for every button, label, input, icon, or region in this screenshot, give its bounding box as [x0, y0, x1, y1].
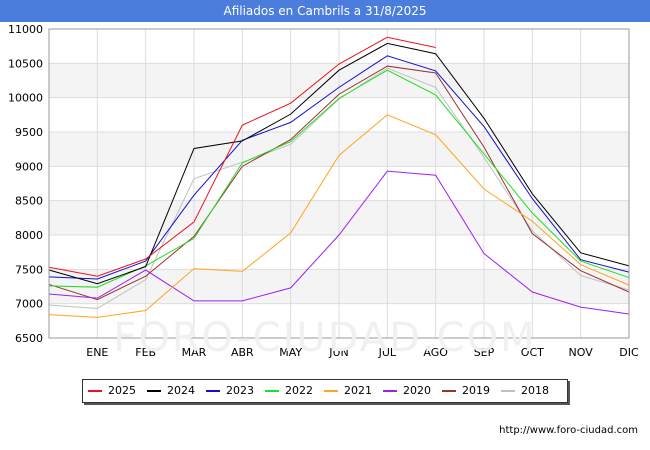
y-tick-label: 9000	[15, 160, 43, 173]
legend-swatch	[442, 390, 456, 392]
y-tick-label: 10500	[8, 57, 43, 70]
legend-swatch	[265, 390, 279, 392]
chart-legend: 2025 2024 2023 2022 2021 2020 2019 2018	[82, 379, 568, 403]
x-tick-label: JUL	[378, 346, 397, 359]
y-tick-label: 10000	[8, 92, 43, 105]
y-axis-ticks: 6500 7000 7500 8000 8500 9000 9500 10000 10500 11…	[8, 23, 43, 345]
series-line-2019	[48, 65, 630, 301]
x-tick-label: JUN	[328, 346, 349, 359]
y-tick-label: 6500	[15, 332, 43, 345]
legend-swatch	[147, 390, 161, 392]
y-tick-label: 8500	[15, 195, 43, 208]
y-tick-label: 8000	[15, 229, 43, 242]
series-line-2025	[48, 36, 436, 277]
x-tick-label: OCT	[521, 346, 544, 359]
legend-swatch	[324, 390, 338, 392]
legend-swatch	[88, 390, 102, 392]
x-axis-ticks: ENE FEB MAR ABR MAY JUN JUL AGO SEP OCT NOV DIC	[86, 346, 639, 359]
chart-title: Afiliados en Cambrils a 31/8/2025	[0, 0, 650, 22]
legend-label: 2023	[226, 384, 254, 397]
legend-label: 2024	[167, 384, 195, 397]
legend-swatch	[206, 390, 220, 392]
x-tick-label: MAR	[182, 346, 207, 359]
x-tick-label: ABR	[231, 346, 254, 359]
chart-series	[48, 36, 630, 318]
series-line-2021	[48, 114, 630, 318]
series-line-2024	[48, 42, 630, 285]
x-tick-label: SEP	[474, 346, 495, 359]
watermark: FORO-CIUDAD.COM	[113, 315, 537, 361]
legend-label: 2020	[403, 384, 431, 397]
source-link[interactable]: http://www.foro-ciudad.com	[499, 425, 638, 436]
x-tick-label: FEB	[135, 346, 156, 359]
x-tick-label: MAY	[279, 346, 302, 359]
legend-label: 2021	[344, 384, 372, 397]
series-line-2018	[48, 67, 630, 309]
legend-label: 2022	[285, 384, 313, 397]
legend-label: 2025	[108, 384, 136, 397]
x-tick-label: ENE	[86, 346, 108, 359]
y-tick-label: 7000	[15, 298, 43, 311]
legend-label: 2018	[521, 384, 549, 397]
legend-swatch	[501, 390, 515, 392]
y-tick-label: 9500	[15, 126, 43, 139]
x-tick-label: DIC	[619, 346, 639, 359]
line-chart: 6500 7000 7500 8000 8500 9000 9500 10000 10500 11…	[8, 23, 639, 359]
x-tick-label: AGO	[423, 346, 448, 359]
x-tick-label: NOV	[569, 346, 594, 359]
series-line-2020	[48, 170, 630, 315]
legend-label: 2019	[462, 384, 490, 397]
y-tick-label: 7500	[15, 263, 43, 276]
series-line-2023	[48, 55, 630, 280]
y-tick-label: 11000	[8, 23, 43, 36]
plot-frame	[48, 28, 630, 339]
legend-swatch	[383, 390, 397, 392]
